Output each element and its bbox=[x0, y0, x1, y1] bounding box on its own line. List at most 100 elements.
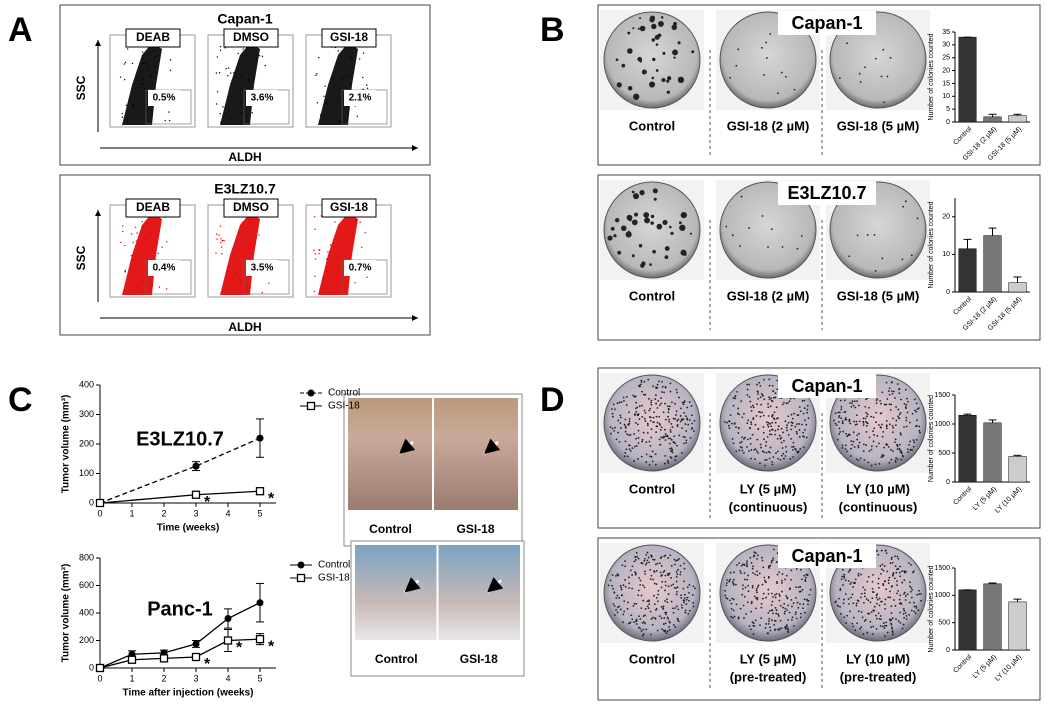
event-dot bbox=[230, 72, 232, 74]
colony bbox=[659, 562, 661, 565]
colony bbox=[662, 571, 665, 573]
colony bbox=[688, 591, 690, 594]
colony bbox=[757, 554, 759, 557]
colony bbox=[661, 391, 663, 393]
colony bbox=[798, 423, 801, 425]
plate bbox=[603, 544, 701, 642]
colony bbox=[775, 417, 778, 420]
legend-label: GSI-18 bbox=[318, 573, 350, 584]
colony bbox=[743, 436, 746, 439]
colony bbox=[654, 617, 657, 619]
title-box bbox=[778, 11, 876, 35]
colony bbox=[898, 598, 901, 601]
colony bbox=[762, 426, 765, 428]
colony bbox=[878, 442, 880, 445]
colony bbox=[907, 562, 910, 564]
colony bbox=[790, 428, 793, 431]
colony bbox=[646, 559, 649, 562]
colony bbox=[664, 589, 666, 592]
colony bbox=[878, 462, 881, 465]
colony bbox=[639, 25, 646, 32]
colony bbox=[741, 563, 744, 566]
colony bbox=[744, 586, 747, 589]
colony bbox=[780, 627, 783, 630]
colony bbox=[890, 381, 893, 384]
event-dot bbox=[216, 238, 218, 240]
event-dot bbox=[141, 109, 143, 112]
colony bbox=[863, 620, 866, 622]
colony bbox=[767, 415, 770, 417]
marker bbox=[127, 655, 137, 664]
colony bbox=[915, 606, 918, 609]
event-dot bbox=[150, 75, 152, 78]
x-tick-label: 3 bbox=[193, 508, 198, 518]
colony bbox=[798, 406, 801, 408]
plate-label: Control bbox=[629, 288, 675, 303]
colony bbox=[768, 457, 771, 460]
colony bbox=[909, 421, 911, 424]
marker bbox=[256, 434, 264, 442]
colony bbox=[754, 552, 757, 554]
colony bbox=[790, 437, 792, 440]
colony bbox=[916, 593, 919, 596]
y-axis-label: Number of colonies counted bbox=[928, 565, 935, 652]
marker bbox=[223, 636, 233, 645]
event-dot bbox=[148, 82, 150, 84]
colony bbox=[643, 212, 650, 218]
event-dot bbox=[354, 282, 356, 284]
y-tick-label: 20 bbox=[942, 67, 950, 74]
y-tick-label: 15 bbox=[942, 80, 950, 87]
error-bar bbox=[963, 413, 972, 416]
colony bbox=[804, 580, 807, 583]
colony bbox=[652, 578, 654, 581]
bar bbox=[983, 116, 1002, 123]
colony bbox=[669, 437, 672, 440]
colony bbox=[888, 576, 891, 579]
colony bbox=[913, 441, 916, 444]
colony bbox=[680, 594, 682, 597]
colony bbox=[769, 446, 772, 449]
colony bbox=[637, 442, 640, 444]
colony bbox=[735, 64, 738, 67]
event-dot bbox=[164, 119, 166, 122]
colony bbox=[741, 416, 744, 419]
event-dot bbox=[142, 78, 144, 80]
colony bbox=[728, 420, 731, 423]
event-dot bbox=[242, 48, 244, 50]
colony bbox=[746, 578, 749, 581]
event-dot bbox=[251, 112, 254, 114]
colony bbox=[884, 598, 887, 601]
event-dot bbox=[158, 54, 160, 56]
event-dot bbox=[334, 275, 336, 278]
colony bbox=[887, 445, 890, 448]
colony bbox=[624, 586, 627, 588]
colony bbox=[675, 570, 678, 573]
colony bbox=[774, 396, 777, 399]
colony bbox=[734, 397, 737, 400]
colony bbox=[740, 400, 743, 402]
colony bbox=[855, 604, 858, 607]
colony bbox=[743, 617, 745, 619]
colony bbox=[866, 413, 869, 416]
colony bbox=[614, 408, 616, 411]
colony bbox=[650, 401, 652, 404]
colony bbox=[650, 618, 653, 620]
colony bbox=[876, 434, 879, 437]
colony bbox=[857, 459, 860, 462]
colony bbox=[877, 586, 880, 589]
colony bbox=[642, 621, 645, 623]
colony bbox=[769, 433, 771, 436]
colony bbox=[740, 564, 743, 567]
colony bbox=[802, 446, 805, 449]
colony bbox=[791, 417, 794, 420]
colony bbox=[680, 211, 687, 219]
colony bbox=[880, 75, 883, 78]
colony bbox=[763, 398, 766, 401]
colony bbox=[899, 411, 902, 414]
colony bbox=[627, 601, 629, 604]
colony bbox=[778, 599, 781, 602]
marker bbox=[159, 654, 169, 663]
colony bbox=[674, 563, 676, 566]
colony bbox=[911, 412, 914, 415]
colony bbox=[905, 419, 908, 422]
